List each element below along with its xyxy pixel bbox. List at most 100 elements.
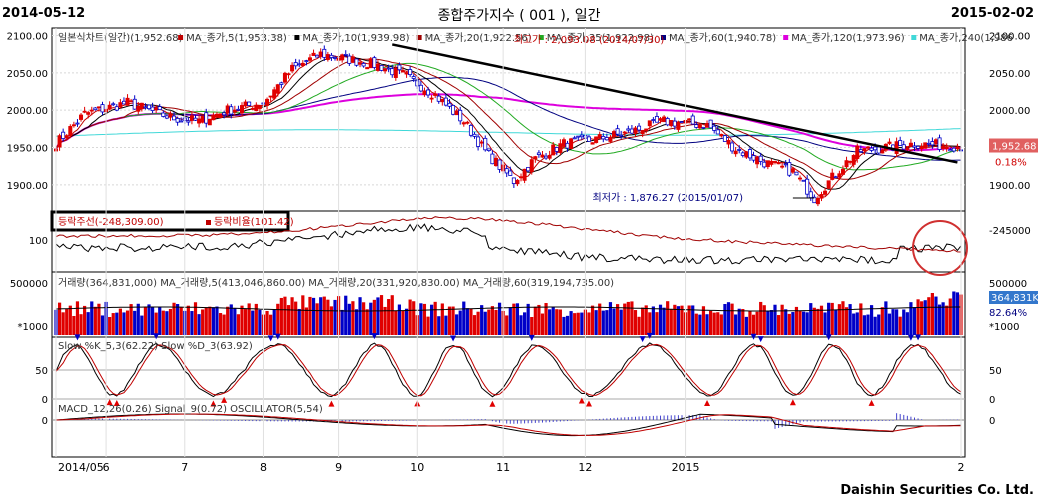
volume-bar	[226, 306, 230, 335]
buy-signal-arrow	[210, 400, 217, 407]
volume-bar	[301, 295, 305, 335]
volume-bar	[272, 309, 276, 335]
volume-bar	[834, 309, 838, 335]
candle-body	[236, 108, 241, 111]
price-legend-item: MA_종가,60(1,940.78)	[669, 32, 776, 44]
volume-bar	[880, 307, 884, 335]
price-legend-item: MA_종가,240(1,986	[919, 32, 1013, 44]
volume-bar	[297, 308, 301, 335]
buy-signal-arrow	[789, 399, 796, 406]
volume-bar	[816, 308, 820, 335]
volume-bar	[676, 306, 681, 335]
candle-body	[751, 155, 756, 161]
volume-bar	[115, 312, 119, 335]
candle-body	[325, 54, 330, 60]
volume-bar	[129, 304, 133, 335]
sell-signal-arrow	[907, 334, 914, 341]
candle-body	[805, 178, 810, 195]
volume-bar	[57, 302, 62, 335]
candle-body	[801, 179, 806, 182]
candle-body	[293, 62, 298, 67]
candle-body	[622, 131, 627, 134]
volume-bar	[730, 303, 734, 335]
candle-body	[690, 115, 695, 125]
candle-body	[447, 102, 452, 107]
volume-bar	[143, 306, 148, 335]
candle-body	[307, 57, 312, 61]
sell-signal-arrow	[74, 334, 81, 341]
volume-bar	[422, 303, 427, 335]
sell-signal-arrow	[153, 333, 160, 340]
volume-bar	[898, 316, 902, 335]
volume-bar	[497, 302, 502, 335]
candle-body	[286, 73, 291, 76]
candle-body	[730, 142, 735, 152]
volume-bar	[784, 309, 788, 335]
candle-body	[361, 63, 366, 67]
candle-body	[798, 177, 803, 180]
sell-signal-arrow	[750, 333, 757, 340]
candle-body	[272, 89, 277, 99]
candle-body	[476, 136, 481, 147]
volume-bar	[247, 303, 251, 335]
candle-body	[479, 141, 484, 144]
volume-bar	[394, 310, 398, 335]
volume-bar	[855, 312, 859, 335]
volume-bar	[952, 291, 956, 335]
volume-bar	[176, 304, 180, 335]
volume-tag-box	[989, 291, 1038, 304]
volume-bar	[558, 309, 562, 335]
legend-swatch	[178, 35, 184, 40]
volume-bar	[569, 311, 573, 335]
candle-body	[57, 135, 62, 148]
volume-bar	[945, 305, 949, 335]
candle-body	[941, 145, 946, 149]
volume-bar	[108, 316, 112, 335]
candle-body	[143, 106, 148, 109]
candle-body	[86, 112, 91, 115]
candle-body	[851, 155, 856, 165]
candle-body	[579, 134, 584, 138]
volume-bar	[623, 303, 627, 335]
volume-bar	[401, 310, 405, 335]
x-tick-label: 2014/05	[58, 461, 104, 474]
candle-body	[157, 106, 162, 111]
candle-body	[179, 120, 184, 123]
candle-body	[451, 105, 456, 115]
candle-body	[465, 121, 470, 124]
candle-body	[164, 115, 169, 119]
volume-bar	[698, 314, 702, 335]
candle-body	[393, 67, 398, 78]
candle-body	[551, 144, 556, 156]
candle-body	[175, 118, 180, 123]
volume-bar	[433, 301, 437, 335]
candle-body	[826, 180, 831, 189]
volume-bar	[276, 303, 280, 335]
candle-body	[862, 148, 867, 152]
breadth-right-tick: -245000	[989, 226, 1031, 237]
volume-bar	[279, 297, 283, 335]
volume-bar	[930, 293, 934, 335]
x-tick-label: 9	[335, 461, 342, 474]
volume-bar	[587, 312, 591, 335]
price-y-tick-left: 2100.00	[7, 31, 48, 42]
candle-body	[637, 125, 642, 131]
candle-body	[662, 116, 667, 123]
candle-body	[333, 57, 338, 59]
candle-body	[443, 97, 448, 106]
volume-bar	[927, 297, 931, 335]
candle-body	[400, 70, 405, 73]
volume-bar	[158, 307, 162, 335]
candle-body	[769, 160, 774, 165]
volume-bar	[258, 309, 262, 335]
candle-body	[526, 166, 531, 172]
volume-bar	[612, 308, 616, 335]
volume-bar	[90, 301, 94, 335]
volume-bar	[902, 309, 906, 335]
volume-bar	[798, 310, 802, 335]
buy-signal-arrow	[585, 400, 592, 407]
candle-body	[540, 154, 545, 158]
candle-body	[322, 48, 327, 58]
buy-signal-arrow	[113, 400, 120, 407]
